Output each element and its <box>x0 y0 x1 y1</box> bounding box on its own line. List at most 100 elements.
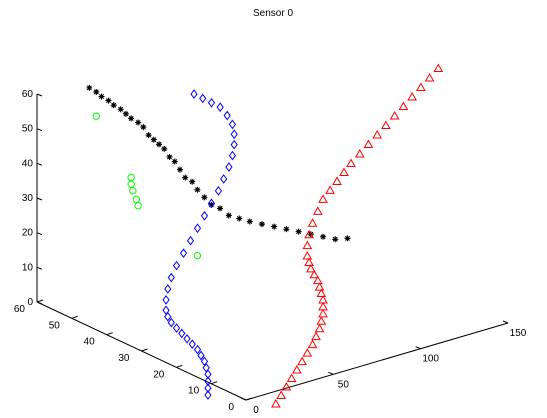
y-tick-mark <box>106 332 113 336</box>
diamond-marker <box>204 376 212 386</box>
star-marker <box>105 97 112 104</box>
triangle-marker <box>407 91 417 101</box>
diamond-marker <box>199 93 207 104</box>
circle-marker <box>132 195 141 203</box>
y-tick-mark <box>176 364 183 368</box>
diamond-marker <box>172 260 181 271</box>
z-tick-mark <box>36 162 43 166</box>
star-marker <box>344 235 351 242</box>
triangle-marker <box>307 218 318 227</box>
star-marker <box>295 228 302 235</box>
diamond-marker <box>200 210 209 221</box>
triangle-marker <box>281 381 292 391</box>
star-marker <box>161 145 168 152</box>
z-tick-label: 40 <box>22 158 34 169</box>
star-marker <box>93 88 100 95</box>
y-tick-label: 0 <box>228 402 234 413</box>
star-marker <box>182 174 189 181</box>
triangle-marker <box>325 185 335 194</box>
z-tick-label: 50 <box>22 124 34 135</box>
y-tick-label: 20 <box>153 369 165 380</box>
z-tick-label: 10 <box>22 262 34 273</box>
diamond-marker <box>190 89 198 99</box>
star-marker <box>166 153 173 160</box>
y-tick-mark <box>141 348 148 352</box>
triangle-marker <box>363 139 374 148</box>
triangle-marker <box>339 167 349 176</box>
triangle-marker <box>286 373 297 383</box>
triangle-marker <box>305 263 316 273</box>
triangle-marker <box>312 206 323 215</box>
triangle-marker <box>311 331 321 341</box>
star-marker <box>217 205 224 212</box>
x-tick-mark <box>502 320 509 324</box>
y-tick-mark <box>71 315 78 319</box>
x-tick-label: 0 <box>253 405 259 416</box>
circle-marker <box>127 173 135 182</box>
star-marker <box>236 215 243 222</box>
x-tick-mark <box>240 397 247 401</box>
diamond-marker <box>204 383 212 393</box>
star-marker <box>283 226 290 233</box>
y-tick-label: 40 <box>84 337 96 348</box>
diamond-marker <box>188 339 196 350</box>
triangle-marker <box>276 390 286 399</box>
z-tick-mark <box>36 232 43 236</box>
star-marker <box>145 132 152 139</box>
triangle-marker <box>271 398 281 408</box>
star-marker <box>189 178 196 185</box>
diamond-marker <box>167 272 175 283</box>
triangle-marker <box>316 288 327 298</box>
circle-marker <box>193 251 202 260</box>
z-tick-mark <box>36 93 43 97</box>
triangle-marker <box>381 120 391 129</box>
diamond-marker <box>204 369 212 380</box>
y-tick-label: 30 <box>118 353 130 364</box>
star-marker <box>135 119 142 126</box>
diamond-marker <box>214 186 223 196</box>
star-marker <box>208 201 215 208</box>
diamond-marker <box>193 344 202 355</box>
diamond-marker <box>179 248 188 258</box>
z-tick-label: 20 <box>22 228 34 239</box>
triangle-marker <box>309 269 320 279</box>
z-tick-mark <box>36 197 43 201</box>
diamond-marker <box>183 333 191 344</box>
triangle-marker <box>307 339 318 349</box>
diamond-marker <box>223 110 231 121</box>
triangle-marker <box>302 240 313 250</box>
star-marker <box>128 115 135 122</box>
diamond-marker <box>228 119 237 130</box>
data-marks <box>86 63 444 408</box>
star-marker <box>201 194 208 201</box>
y-tick-mark <box>245 397 253 401</box>
diamond-marker <box>230 139 238 150</box>
triangle-marker <box>316 316 327 325</box>
diamond-marker <box>216 102 224 112</box>
y-tick-label: 60 <box>14 304 26 315</box>
x-tick-label: 50 <box>338 379 350 390</box>
triangle-marker <box>389 110 400 120</box>
diamond-marker <box>207 97 216 108</box>
x-tick-label: 100 <box>422 354 439 365</box>
star-marker <box>98 93 105 100</box>
star-marker <box>246 218 253 225</box>
star-marker <box>194 186 201 193</box>
y-tick-label: 10 <box>188 386 200 397</box>
triangle-marker <box>416 82 426 91</box>
diamond-marker <box>230 129 238 140</box>
star-marker <box>225 212 232 219</box>
y-tick-mark <box>36 299 44 303</box>
triangle-marker <box>302 251 313 260</box>
star-marker <box>150 136 157 143</box>
triangle-marker <box>372 129 383 139</box>
star-marker <box>122 110 129 117</box>
diamond-marker <box>220 174 228 184</box>
z-tick-mark <box>36 128 43 132</box>
triangle-marker <box>332 176 342 185</box>
star-marker <box>140 124 147 131</box>
triangle-marker <box>314 282 325 291</box>
triangle-marker <box>312 275 323 285</box>
diamond-marker <box>228 150 237 161</box>
